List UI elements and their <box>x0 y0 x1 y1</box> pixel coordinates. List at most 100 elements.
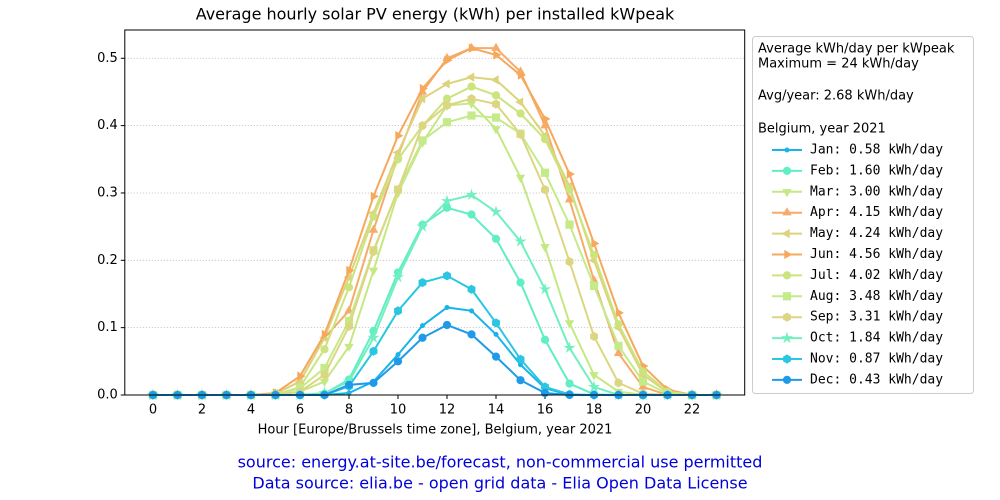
marker <box>467 82 476 91</box>
marker <box>369 346 378 356</box>
marker <box>589 250 599 260</box>
marker <box>416 220 429 232</box>
legend-label: Mar: 3.00 kWh/day <box>810 184 943 199</box>
marker <box>490 75 499 85</box>
marker <box>564 320 575 329</box>
marker <box>419 323 425 329</box>
legend-title: Belgium, year 2021 <box>758 122 886 137</box>
marker <box>614 378 623 388</box>
x-tick-label: 22 <box>684 403 701 418</box>
marker <box>589 372 599 381</box>
marker <box>320 345 329 354</box>
marker <box>467 94 476 104</box>
marker <box>587 380 601 393</box>
legend-label: Dec: 0.43 kWh/day <box>810 372 943 387</box>
y-tick-label: 0.0 <box>97 388 118 403</box>
marker <box>491 113 501 122</box>
marker <box>538 282 552 295</box>
marker <box>516 278 525 287</box>
legend-label: May: 4.24 kWh/day <box>810 226 943 241</box>
marker <box>465 188 478 201</box>
marker <box>346 390 352 396</box>
marker <box>321 329 330 340</box>
marker <box>467 111 476 120</box>
marker <box>491 352 501 361</box>
marker <box>491 91 501 100</box>
legend-label: Oct: 1.84 kWh/day <box>810 331 943 346</box>
marker <box>394 306 402 316</box>
footer-text: source: energy.at-site.be/forecast, non-… <box>238 453 763 472</box>
marker <box>493 331 499 337</box>
marker <box>516 109 525 118</box>
marker <box>540 134 550 144</box>
legend-label: Jul: 4.02 kWh/day <box>810 268 943 283</box>
marker <box>516 129 525 139</box>
marker <box>516 354 525 364</box>
legend-marker <box>782 375 792 384</box>
marker <box>514 235 527 247</box>
marker <box>369 212 378 221</box>
footer-text: Data source: elia.be - open grid data - … <box>252 474 747 493</box>
marker <box>442 320 452 330</box>
legend-label: Aug: 3.48 kWh/day <box>810 289 943 304</box>
marker <box>468 43 477 53</box>
legend-marker <box>784 249 793 260</box>
legend-marker <box>782 166 792 175</box>
marker <box>515 97 524 107</box>
legend-title: Maximum = 24 kWh/day <box>758 57 919 72</box>
legend-marker <box>782 271 792 280</box>
legend-marker <box>782 207 792 216</box>
marker <box>467 210 476 219</box>
plot-frame <box>124 29 746 396</box>
marker <box>491 42 501 51</box>
marker <box>393 155 403 164</box>
marker <box>565 379 574 388</box>
x-tick-label: 8 <box>345 403 353 418</box>
y-tick-label: 0.1 <box>97 320 118 335</box>
marker <box>344 305 354 314</box>
marker <box>368 267 379 276</box>
marker <box>418 121 427 131</box>
marker <box>563 341 576 354</box>
marker <box>467 330 476 339</box>
marker <box>517 70 526 80</box>
legend-marker <box>783 354 791 364</box>
marker <box>369 378 378 387</box>
marker <box>419 83 428 94</box>
marker <box>442 118 452 127</box>
x-tick-label: 0 <box>149 403 157 418</box>
marker <box>344 283 354 292</box>
legend-marker <box>781 228 790 239</box>
x-tick-label: 6 <box>296 403 304 418</box>
marker <box>466 72 475 82</box>
legend-label: Feb: 1.60 kWh/day <box>810 163 943 178</box>
marker <box>418 136 427 145</box>
marker <box>418 333 427 342</box>
marker <box>491 234 501 243</box>
marker <box>492 318 500 328</box>
marker <box>615 308 624 318</box>
marker <box>443 271 451 281</box>
marker <box>541 185 549 195</box>
marker <box>391 270 405 283</box>
marker <box>367 331 380 343</box>
legend-marker <box>784 147 790 153</box>
legend-marker <box>782 292 792 301</box>
marker <box>444 304 450 310</box>
marker <box>491 126 501 135</box>
x-tick-label: 10 <box>390 403 407 418</box>
legend-label: Apr: 4.15 kWh/day <box>810 205 943 220</box>
marker <box>395 131 404 141</box>
marker <box>394 185 402 195</box>
marker <box>392 147 401 158</box>
series-line <box>152 85 717 396</box>
legend-marker <box>782 189 792 198</box>
legend-label: Jan: 0.58 kWh/day <box>810 143 943 158</box>
marker <box>369 246 378 257</box>
marker <box>492 99 500 109</box>
marker <box>444 55 453 65</box>
marker <box>565 257 574 267</box>
marker <box>370 191 379 202</box>
